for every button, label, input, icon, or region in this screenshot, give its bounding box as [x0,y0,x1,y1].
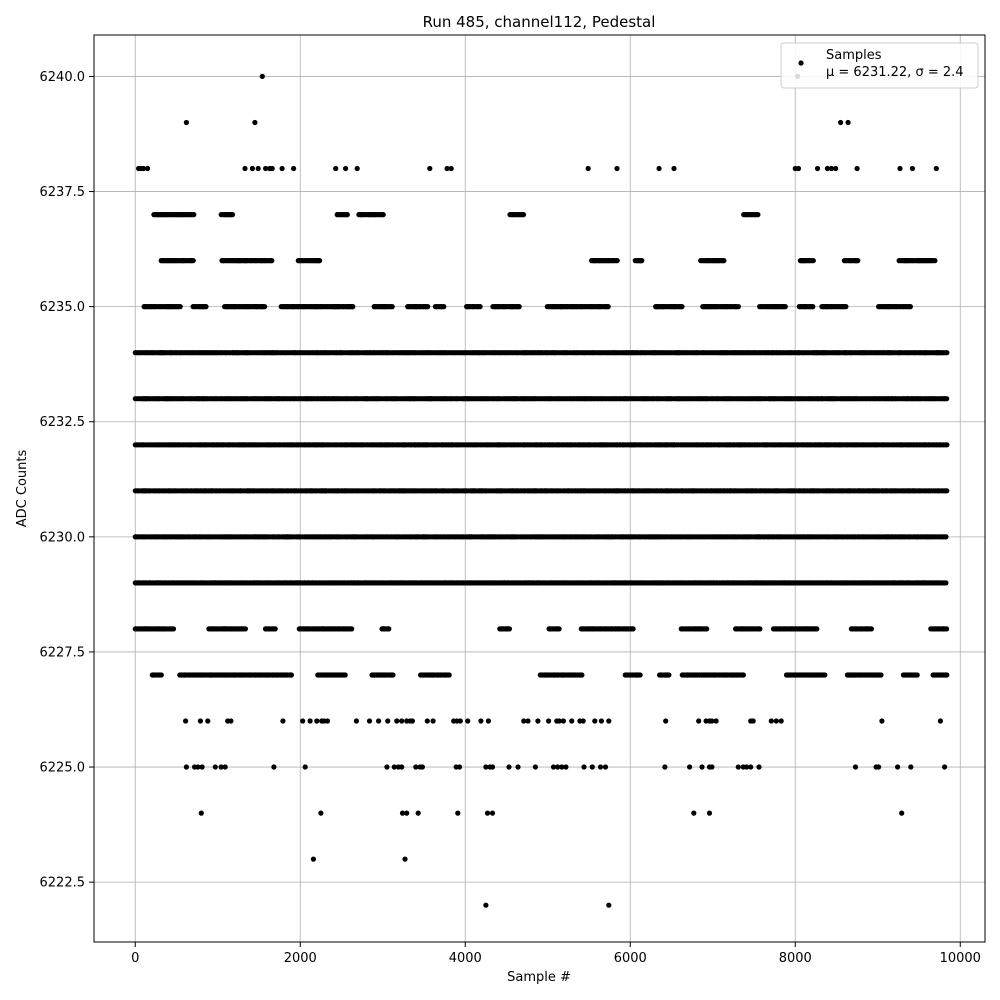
data-point [272,626,278,632]
data-points [132,73,950,908]
data-point [190,258,196,264]
data-point [506,626,512,632]
data-point [441,304,447,310]
data-point [782,304,788,310]
data-point [943,580,949,586]
data-point [242,626,248,632]
data-point [679,304,685,310]
data-point [907,304,914,310]
data-point [317,258,323,264]
data-point [868,626,875,632]
data-point [605,304,611,310]
data-point [944,396,950,402]
data-point [556,626,562,632]
data-point [203,304,209,310]
data-point [630,626,636,632]
data-point [158,672,164,678]
data-point [386,626,392,632]
data-point [943,534,949,540]
data-point [477,304,483,310]
data-point [516,304,522,310]
data-point [735,304,742,310]
data-point [810,258,816,264]
data-point [269,258,275,264]
data-point [349,626,355,632]
chart-title: Run 485, channel112, Pedestal [423,13,656,31]
data-point [177,304,183,310]
data-point [637,672,643,678]
data-point [944,350,950,356]
data-point [740,672,747,678]
data-point [170,626,177,632]
data-point [262,304,268,310]
data-point [878,672,884,678]
data-point [666,672,672,678]
data-point [721,258,727,264]
data-point [342,672,348,678]
data-point [944,442,950,448]
data-point [944,626,950,632]
data-point [944,672,950,678]
data-point [757,626,763,632]
data-point [810,304,816,310]
data-point [614,258,620,264]
data-point [350,304,356,310]
data-point [389,304,395,310]
data-point [446,672,452,678]
data-point [822,672,828,678]
data-point [843,304,849,310]
data-point [288,672,294,678]
data-point [390,672,396,678]
data-point [579,672,585,678]
data-point [814,626,820,632]
data-point [944,488,950,494]
data-point [639,258,645,264]
data-point [914,672,920,678]
data-point [425,304,431,310]
data-point [704,626,710,632]
